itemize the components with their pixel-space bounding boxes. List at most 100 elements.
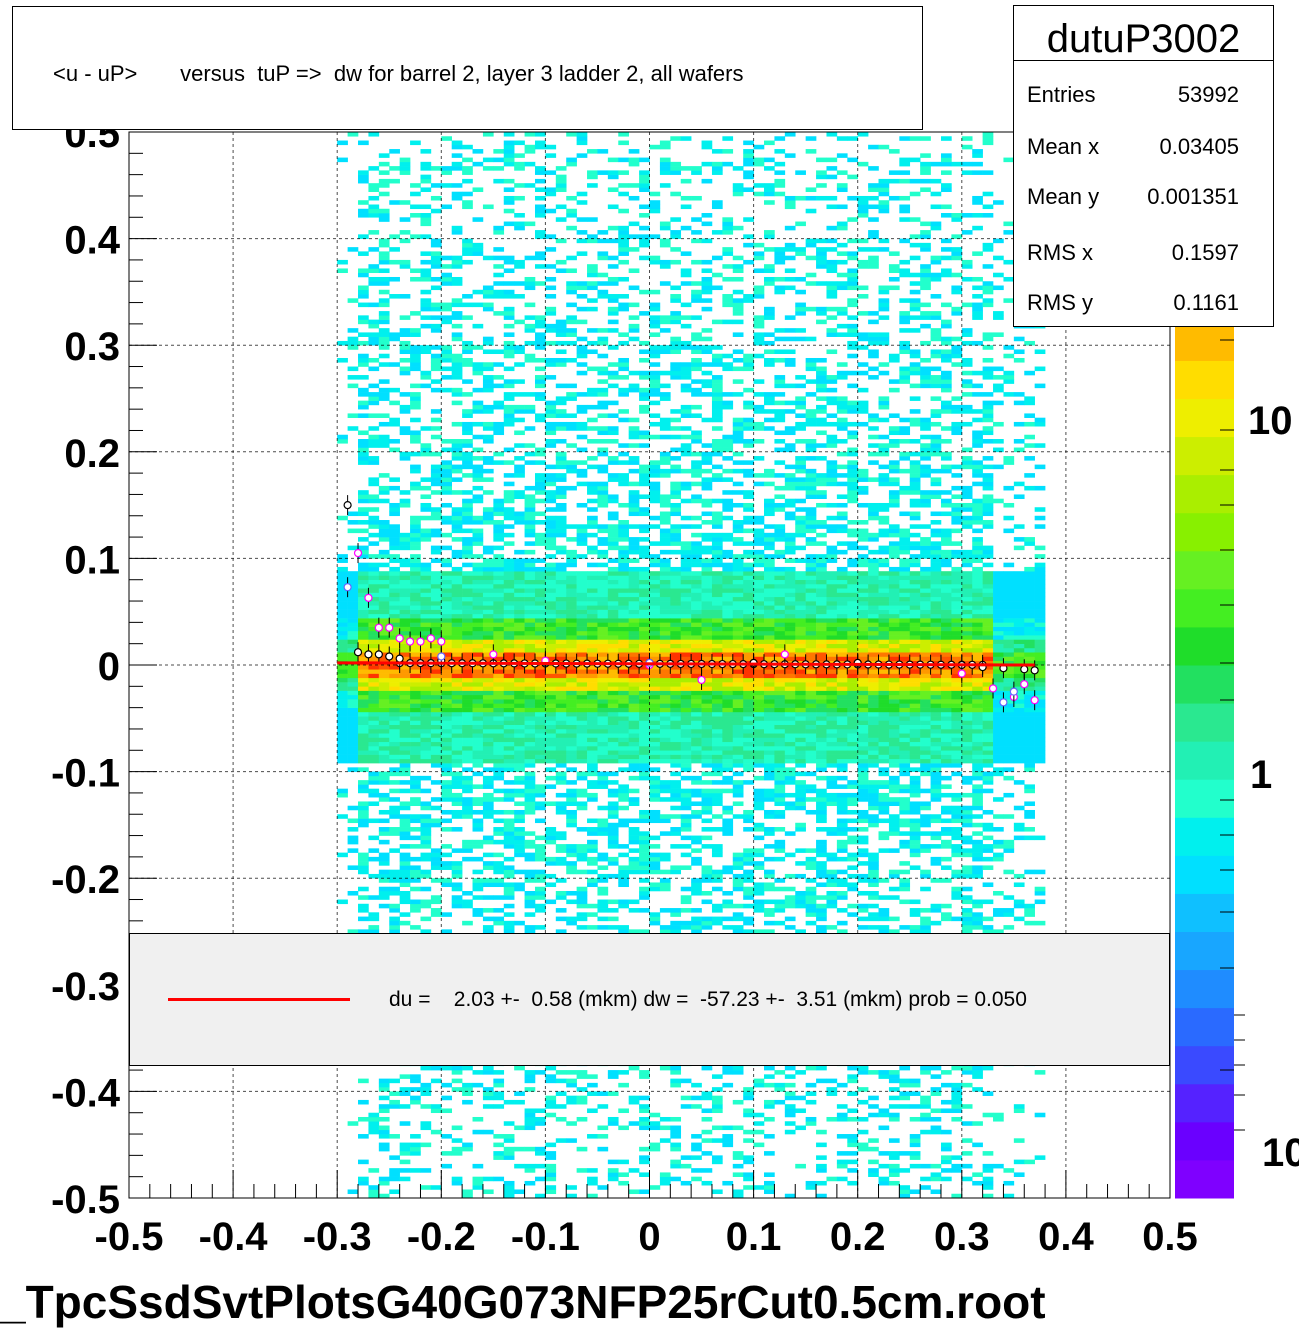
density-cell <box>503 758 515 764</box>
density-cell <box>493 430 505 436</box>
density-cell <box>524 873 536 879</box>
density-cell <box>389 733 400 738</box>
density-cell <box>566 1121 577 1126</box>
density-cell <box>347 592 359 598</box>
density-cell <box>732 430 744 436</box>
density-cell <box>618 865 629 870</box>
density-cell <box>493 724 505 730</box>
density-cell <box>670 366 682 372</box>
density-cell <box>482 707 494 713</box>
density-cell <box>451 737 463 743</box>
density-cell <box>441 170 453 175</box>
density-cell <box>618 588 629 593</box>
density-cell <box>670 511 682 517</box>
density-cell <box>482 460 494 465</box>
density-cell <box>524 451 536 457</box>
density-cell <box>659 686 671 691</box>
density-cell <box>555 166 567 171</box>
density-cell <box>566 630 577 636</box>
density-cell <box>587 149 598 154</box>
density-cell <box>597 289 609 295</box>
density-cell <box>743 703 754 708</box>
density-cell <box>482 409 494 414</box>
density-cell <box>514 345 525 350</box>
density-cell <box>462 1091 473 1096</box>
density-cell <box>670 673 682 679</box>
density-cell <box>691 259 702 265</box>
density-cell <box>524 686 536 691</box>
density-cell <box>503 618 515 623</box>
density-cell <box>587 741 598 747</box>
density-cell <box>410 417 421 423</box>
density-cell <box>472 677 484 683</box>
density-cell <box>420 822 432 828</box>
density-cell <box>722 230 734 235</box>
density-cell <box>514 775 525 781</box>
density-cell <box>399 656 411 662</box>
density-cell <box>410 643 421 649</box>
density-cell <box>680 558 692 563</box>
density-cell <box>566 537 577 542</box>
density-cell <box>732 737 744 743</box>
density-cell <box>472 1180 484 1186</box>
density-cell <box>587 630 598 636</box>
density-cell <box>691 741 702 747</box>
density-cell <box>389 711 400 717</box>
density-cell <box>420 1104 432 1109</box>
density-cell <box>482 754 494 760</box>
density-cell <box>597 665 609 670</box>
density-cell <box>711 656 723 662</box>
density-cell <box>628 549 640 555</box>
density-cell <box>493 421 505 427</box>
density-cell <box>524 1108 536 1114</box>
density-cell <box>378 1142 390 1148</box>
density-cell <box>389 421 400 427</box>
density-cell <box>420 579 432 585</box>
density-cell <box>399 613 411 619</box>
density-cell <box>514 758 525 764</box>
density-cell <box>368 302 380 308</box>
density-cell <box>670 345 682 350</box>
density-cell <box>441 618 453 623</box>
density-cell <box>639 571 650 576</box>
density-cell <box>597 903 609 909</box>
density-cell <box>649 784 661 789</box>
density-cell <box>680 575 692 581</box>
density-cell <box>649 200 661 205</box>
density-cell <box>389 652 400 657</box>
density-cell <box>618 1125 629 1131</box>
density-cell <box>649 669 661 674</box>
density-cell <box>524 511 536 517</box>
density-cell <box>451 903 463 909</box>
density-cell <box>503 622 515 627</box>
density-cell <box>618 797 629 802</box>
density-cell <box>711 873 723 879</box>
density-cell <box>545 537 557 542</box>
density-cell <box>368 711 380 717</box>
density-cell <box>691 1134 702 1139</box>
density-cell <box>701 477 713 482</box>
density-cell <box>358 507 369 512</box>
density-cell <box>503 413 515 418</box>
density-cell <box>358 690 369 696</box>
density-cell <box>462 157 473 163</box>
density-cell <box>389 643 400 649</box>
density-cell <box>534 537 546 542</box>
density-cell <box>576 635 588 640</box>
density-cell <box>680 345 692 350</box>
density-cell <box>691 583 702 589</box>
density-cell <box>701 878 713 883</box>
density-cell <box>607 656 619 662</box>
density-cell <box>378 780 390 785</box>
density-cell <box>420 383 432 389</box>
density-cell <box>462 439 473 444</box>
density-cell <box>639 758 650 764</box>
density-cell <box>701 575 713 581</box>
density-cell <box>701 537 713 542</box>
density-cell <box>711 682 723 687</box>
density-cell <box>597 583 609 589</box>
density-cell <box>732 541 744 546</box>
density-cell <box>639 174 650 180</box>
density-cell <box>337 728 348 734</box>
density-cell <box>659 724 671 730</box>
